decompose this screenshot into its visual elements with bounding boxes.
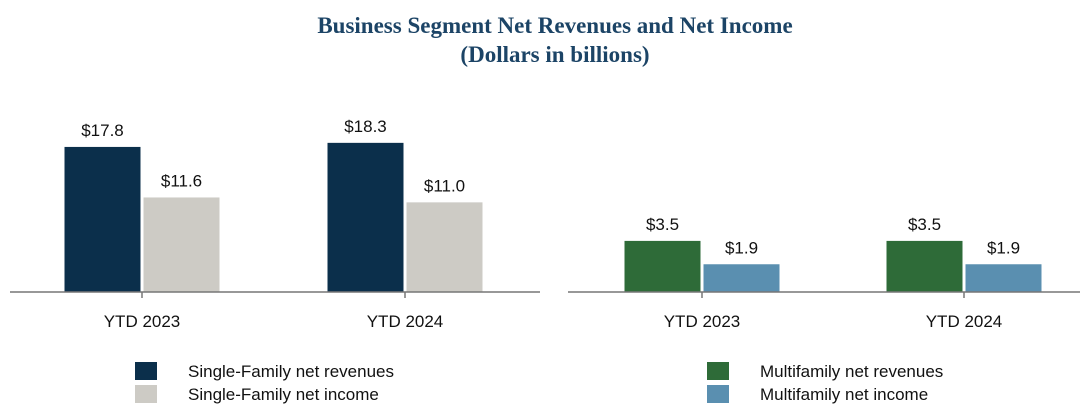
x-tick-label: YTD 2023 xyxy=(104,312,181,331)
value-label: $11.6 xyxy=(161,171,202,190)
legend-swatch xyxy=(135,362,157,380)
value-label: $3.5 xyxy=(908,215,941,234)
legend-swatch xyxy=(707,385,729,403)
bar xyxy=(703,264,780,292)
chart-subtitle: (Dollars in billions) xyxy=(460,42,649,67)
bar xyxy=(406,202,483,292)
value-label: $17.8 xyxy=(81,121,124,140)
value-label: $3.5 xyxy=(646,215,679,234)
x-tick-label: YTD 2024 xyxy=(367,312,444,331)
value-label: $1.9 xyxy=(987,238,1020,257)
value-label: $11.0 xyxy=(424,176,465,195)
value-label: $1.9 xyxy=(725,238,758,257)
chart-title: Business Segment Net Revenues and Net In… xyxy=(317,13,792,38)
bar xyxy=(327,142,404,292)
bar xyxy=(886,240,963,292)
value-label: $18.3 xyxy=(344,117,387,136)
x-tick-label: YTD 2024 xyxy=(926,312,1003,331)
bar xyxy=(965,264,1042,292)
bar xyxy=(143,197,220,292)
x-tick-label: YTD 2023 xyxy=(664,312,741,331)
bar xyxy=(624,240,701,292)
legend-label: Single-Family net income xyxy=(188,385,379,404)
bar xyxy=(64,146,141,292)
legend-swatch xyxy=(707,362,729,380)
legend-swatch xyxy=(135,385,157,403)
legend-label: Multifamily net revenues xyxy=(760,362,943,381)
legend-label: Multifamily net income xyxy=(760,385,928,404)
legend-label: Single-Family net revenues xyxy=(188,362,394,381)
